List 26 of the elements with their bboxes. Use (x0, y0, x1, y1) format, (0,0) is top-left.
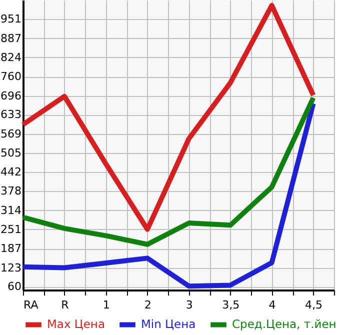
y-tick-label: 378 (0, 184, 22, 198)
y-tick-label: 633 (0, 108, 22, 122)
legend-label: Сред.Цена, т.йен (232, 316, 336, 331)
y-tick-label: 442 (0, 166, 22, 179)
y-tick-label: 760 (0, 70, 22, 84)
y-tick-label: 251 (0, 222, 22, 236)
x-tick-label: RA (24, 298, 39, 312)
x-tick-label: 2 (144, 298, 152, 312)
y-tick-label: 824 (0, 50, 22, 64)
x-tick-label: 3 (186, 298, 193, 312)
x-tick-label: 1 (102, 298, 110, 312)
y-tick-label: 569 (0, 127, 22, 140)
y-tick-label: 60 (8, 280, 22, 294)
y-tick-label: 951 (0, 12, 22, 26)
y-tick-label: 505 (0, 146, 22, 160)
legend-label: Min Цена (141, 316, 196, 331)
x-tick-label: 3,5 (222, 298, 240, 312)
x-tick-label: R (61, 298, 70, 312)
y-tick-label: 696 (0, 89, 22, 102)
legend-label: Max Цена (47, 316, 105, 331)
y-tick-label: 314 (0, 204, 22, 217)
x-tick-label: 4,5 (305, 298, 323, 312)
x-tick-label: 4 (268, 298, 276, 312)
y-tick-label: 123 (0, 261, 22, 274)
y-tick-label: 887 (0, 32, 22, 45)
y-tick-label: 187 (0, 242, 22, 256)
